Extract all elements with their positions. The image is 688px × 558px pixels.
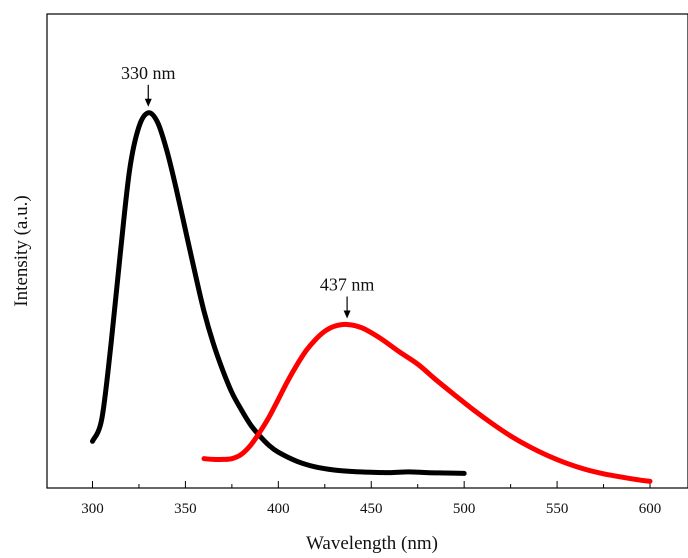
annotation-arrow-head bbox=[144, 98, 152, 107]
peak-annotation-label: 330 nm bbox=[121, 63, 176, 83]
series-group bbox=[90, 110, 653, 484]
series-line-1 bbox=[90, 110, 467, 476]
peak-annotation-label: 437 nm bbox=[320, 274, 375, 294]
x-tick-label: 450 bbox=[360, 501, 383, 517]
annotations-group: 330 nm 437 nm bbox=[121, 63, 374, 319]
series-line-2 bbox=[201, 321, 653, 484]
plot-frame bbox=[46, 13, 688, 489]
x-tick-label: 350 bbox=[174, 501, 197, 517]
x-tick-label: 550 bbox=[546, 501, 569, 517]
annotation-arrow-head bbox=[343, 310, 351, 319]
y-axis-label: Intensity (a.u.) bbox=[11, 195, 32, 306]
x-ticks: 300 350 400 450 500 550 600 bbox=[81, 481, 661, 517]
x-tick-label: 300 bbox=[81, 501, 104, 517]
x-tick-label: 400 bbox=[267, 501, 290, 517]
x-tick-label: 600 bbox=[639, 501, 662, 517]
x-axis-label: Wavelength (nm) bbox=[306, 533, 438, 554]
x-tick-label: 500 bbox=[453, 501, 476, 517]
